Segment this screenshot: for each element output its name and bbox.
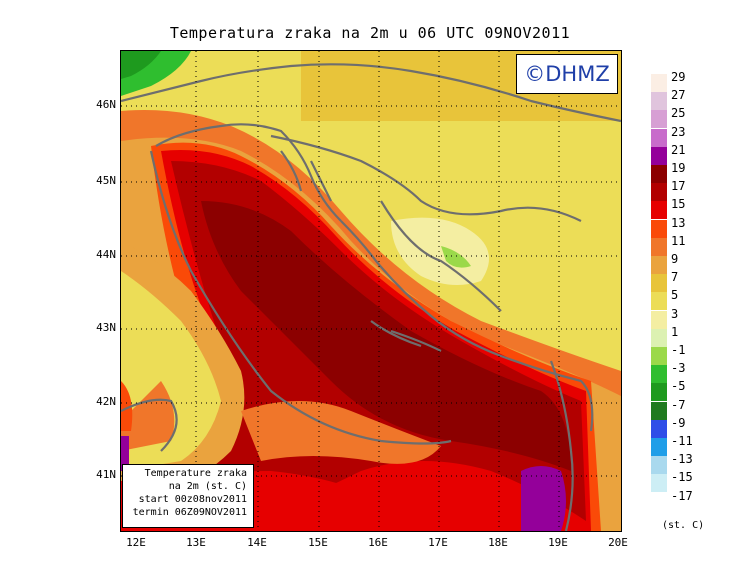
legend-swatch (651, 74, 667, 92)
legend-label: -5 (671, 379, 686, 394)
legend-swatch (651, 201, 667, 220)
info-line-4: termin 06Z09NOV2011 (132, 507, 247, 518)
lon-tick-label: 19E (548, 536, 568, 549)
legend-label: 25 (671, 106, 686, 121)
legend-label: 29 (671, 70, 686, 84)
legend-label: -17 (671, 488, 693, 503)
map-title: Temperatura zraka na 2m u 06 UTC 09NOV20… (169, 24, 571, 42)
lat-tick-label: 42N (96, 395, 116, 408)
legend-swatch (651, 292, 667, 311)
lon-tick-label: 14E (247, 536, 267, 549)
legend-swatch (651, 347, 667, 365)
legend-label: 21 (671, 142, 686, 157)
legend-label: 5 (671, 288, 679, 303)
legend-label: 3 (671, 306, 679, 321)
legend-swatch (651, 110, 667, 129)
temperature-map (120, 50, 622, 532)
lat-tick-label: 46N (96, 98, 116, 111)
legend-swatch (651, 328, 667, 347)
lon-tick-label: 16E (368, 536, 388, 549)
legend-swatch (651, 401, 667, 420)
legend-label: -3 (671, 361, 686, 376)
legend-swatch (651, 165, 667, 183)
lon-tick-label: 18E (488, 536, 508, 549)
legend-swatch (651, 456, 667, 475)
legend-label: 11 (671, 233, 686, 248)
lat-tick-label: 44N (96, 248, 116, 261)
legend-swatch (651, 419, 667, 438)
legend-label: -7 (671, 397, 686, 412)
legend-swatch (651, 128, 667, 147)
temperature-field (121, 51, 621, 531)
legend-swatch (651, 146, 667, 165)
legend-swatch (651, 492, 667, 511)
legend-label: 13 (671, 215, 686, 230)
lon-tick-label: 15E (308, 536, 328, 549)
legend-label: 9 (671, 252, 679, 266)
legend-unit: (st. C) (662, 520, 705, 531)
legend-label: 15 (671, 197, 686, 212)
dhmz-logo: ©DHMZ (516, 54, 618, 94)
legend-label: -11 (671, 434, 693, 448)
lon-tick-label: 12E (126, 536, 146, 549)
legend-swatch (651, 438, 667, 456)
legend-swatch (651, 310, 667, 329)
legend-label: -9 (671, 415, 686, 430)
legend-label: 1 (671, 324, 679, 339)
info-line-1: Temperature zraka (144, 468, 247, 479)
legend-label: 17 (671, 179, 686, 194)
lon-tick-label: 17E (428, 536, 448, 549)
lat-tick-label: 41N (96, 468, 116, 481)
legend-swatch (651, 219, 667, 238)
legend-label: 27 (671, 88, 686, 103)
lon-tick-label: 13E (186, 536, 206, 549)
legend-label: 23 (671, 124, 686, 139)
info-box: Temperature zraka na 2m (st. C) start 00… (122, 464, 254, 528)
legend-swatch (651, 237, 667, 256)
legend-label: -15 (671, 470, 693, 485)
legend-swatch (651, 183, 667, 202)
legend-swatch (651, 274, 667, 293)
legend-label: 19 (671, 161, 686, 175)
lon-tick-label: 20E (608, 536, 628, 549)
lat-tick-label: 45N (96, 174, 116, 187)
lat-tick-label: 43N (96, 321, 116, 334)
legend-swatch (651, 256, 667, 274)
legend-swatch (651, 92, 667, 111)
legend-label: 7 (671, 270, 679, 285)
legend-swatch (651, 474, 667, 493)
info-line-2: na 2m (st. C) (168, 481, 247, 492)
info-line-3: start 00z08nov2011 (138, 494, 247, 505)
legend-swatch (651, 365, 667, 384)
legend-swatch (651, 383, 667, 402)
legend-label: -13 (671, 452, 693, 467)
legend-label: -1 (671, 343, 686, 357)
